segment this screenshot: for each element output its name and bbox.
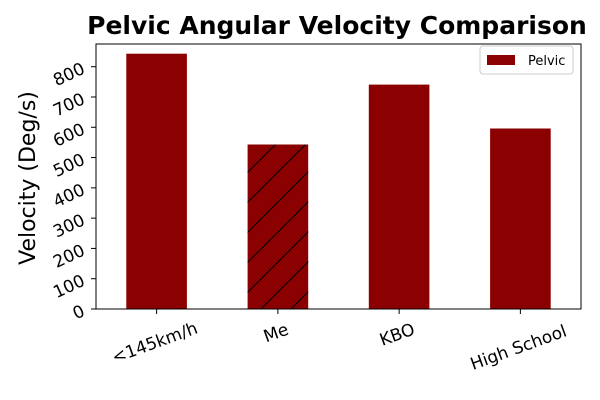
y-tick-label: 300 [50, 211, 88, 243]
chart-title: Pelvic Angular Velocity Comparison [87, 11, 587, 40]
bar-kbo [368, 84, 430, 309]
legend-box [479, 45, 574, 75]
plot-frame [95, 43, 582, 310]
y-tick-label: 800 [50, 59, 88, 91]
legend: Pelvic [479, 45, 574, 75]
y-tick-label: 500 [50, 150, 88, 182]
x-tick-label: <145km/h [109, 319, 200, 368]
x-tick-label: High School [468, 322, 570, 375]
y-tick-label: 100 [50, 271, 88, 303]
legend-label-pelvic: Pelvic [528, 54, 565, 69]
y-tick-label: 600 [50, 120, 88, 152]
x-tick-label: KBO [377, 320, 418, 351]
x-axis-ticks: <145km/h Me KBO High School [109, 309, 570, 375]
y-tick-label: 400 [50, 180, 88, 212]
y-tick-label: 700 [50, 89, 88, 121]
bar-145km-h [126, 53, 187, 310]
bar-hatch-me [247, 144, 309, 309]
legend-swatch-pelvic [487, 55, 515, 65]
x-tick-label: Me [261, 320, 291, 347]
bar-high-school [490, 128, 551, 309]
y-axis-label: Velocity (Deg/s) [16, 91, 41, 265]
bars-layer [126, 53, 551, 310]
y-tick-label: 200 [50, 241, 88, 273]
y-tick-label: 0 [70, 301, 88, 324]
